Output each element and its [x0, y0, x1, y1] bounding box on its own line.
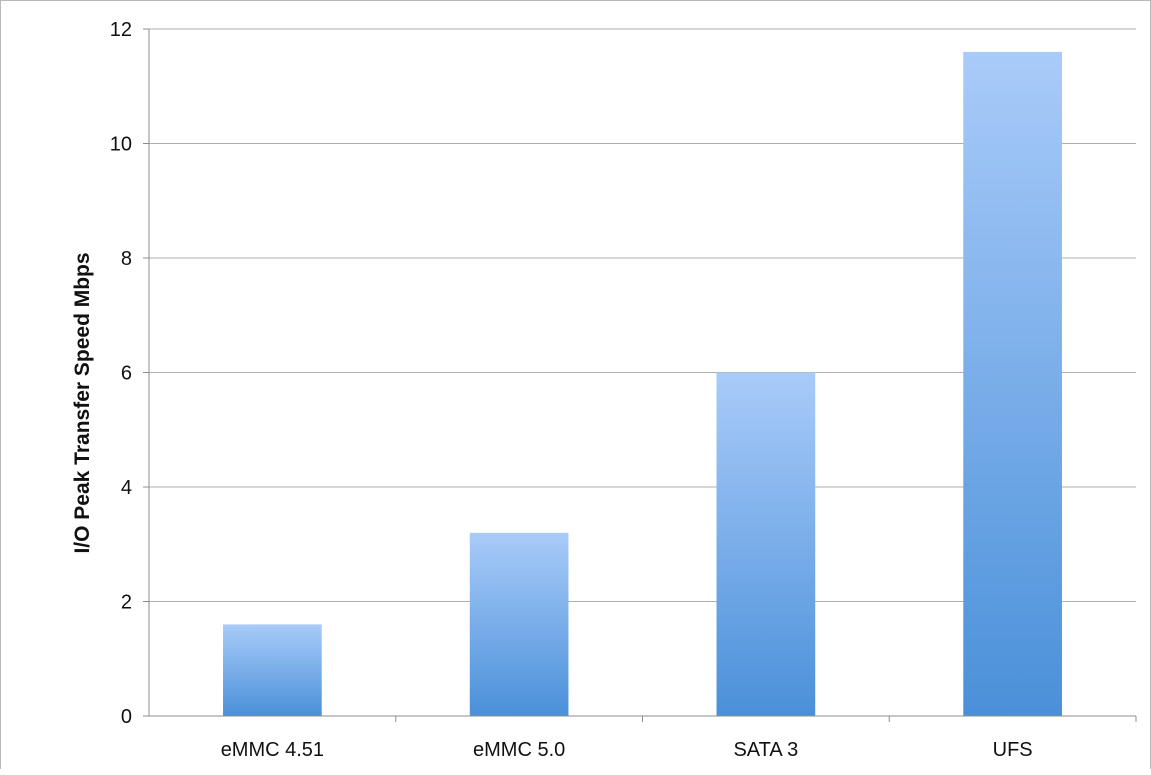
y-tick-label-4: 4 — [121, 477, 132, 499]
bars — [223, 51, 1062, 716]
x-tick-labels: eMMC 4.51 eMMC 5.0 SATA 3 UFS — [221, 739, 1033, 761]
y-tick-labels: 0 2 4 6 8 10 12 — [110, 19, 132, 728]
x-tick-label-sata-3: SATA 3 — [733, 739, 798, 761]
bar-emmc-4-51 — [223, 624, 322, 716]
bar-emmc-5-0 — [469, 532, 569, 716]
y-axis-title: I/O Peak Transfer Speed Mbps — [71, 252, 94, 553]
x-tick-label-emmc-5-0: eMMC 5.0 — [473, 739, 565, 761]
y-tick-label-2: 2 — [121, 592, 132, 614]
y-tick-label-12: 12 — [110, 19, 132, 41]
y-tick-label-10: 10 — [110, 134, 132, 156]
axes — [143, 28, 1137, 722]
bar-sata-3 — [716, 372, 816, 716]
y-tick-label-0: 0 — [121, 706, 132, 728]
y-tick-label-6: 6 — [121, 363, 132, 385]
x-tick-label-emmc-4-51: eMMC 4.51 — [221, 739, 324, 761]
x-tick-label-ufs: UFS — [993, 739, 1033, 761]
bar-ufs — [963, 51, 1062, 716]
y-tick-label-8: 8 — [121, 248, 132, 270]
